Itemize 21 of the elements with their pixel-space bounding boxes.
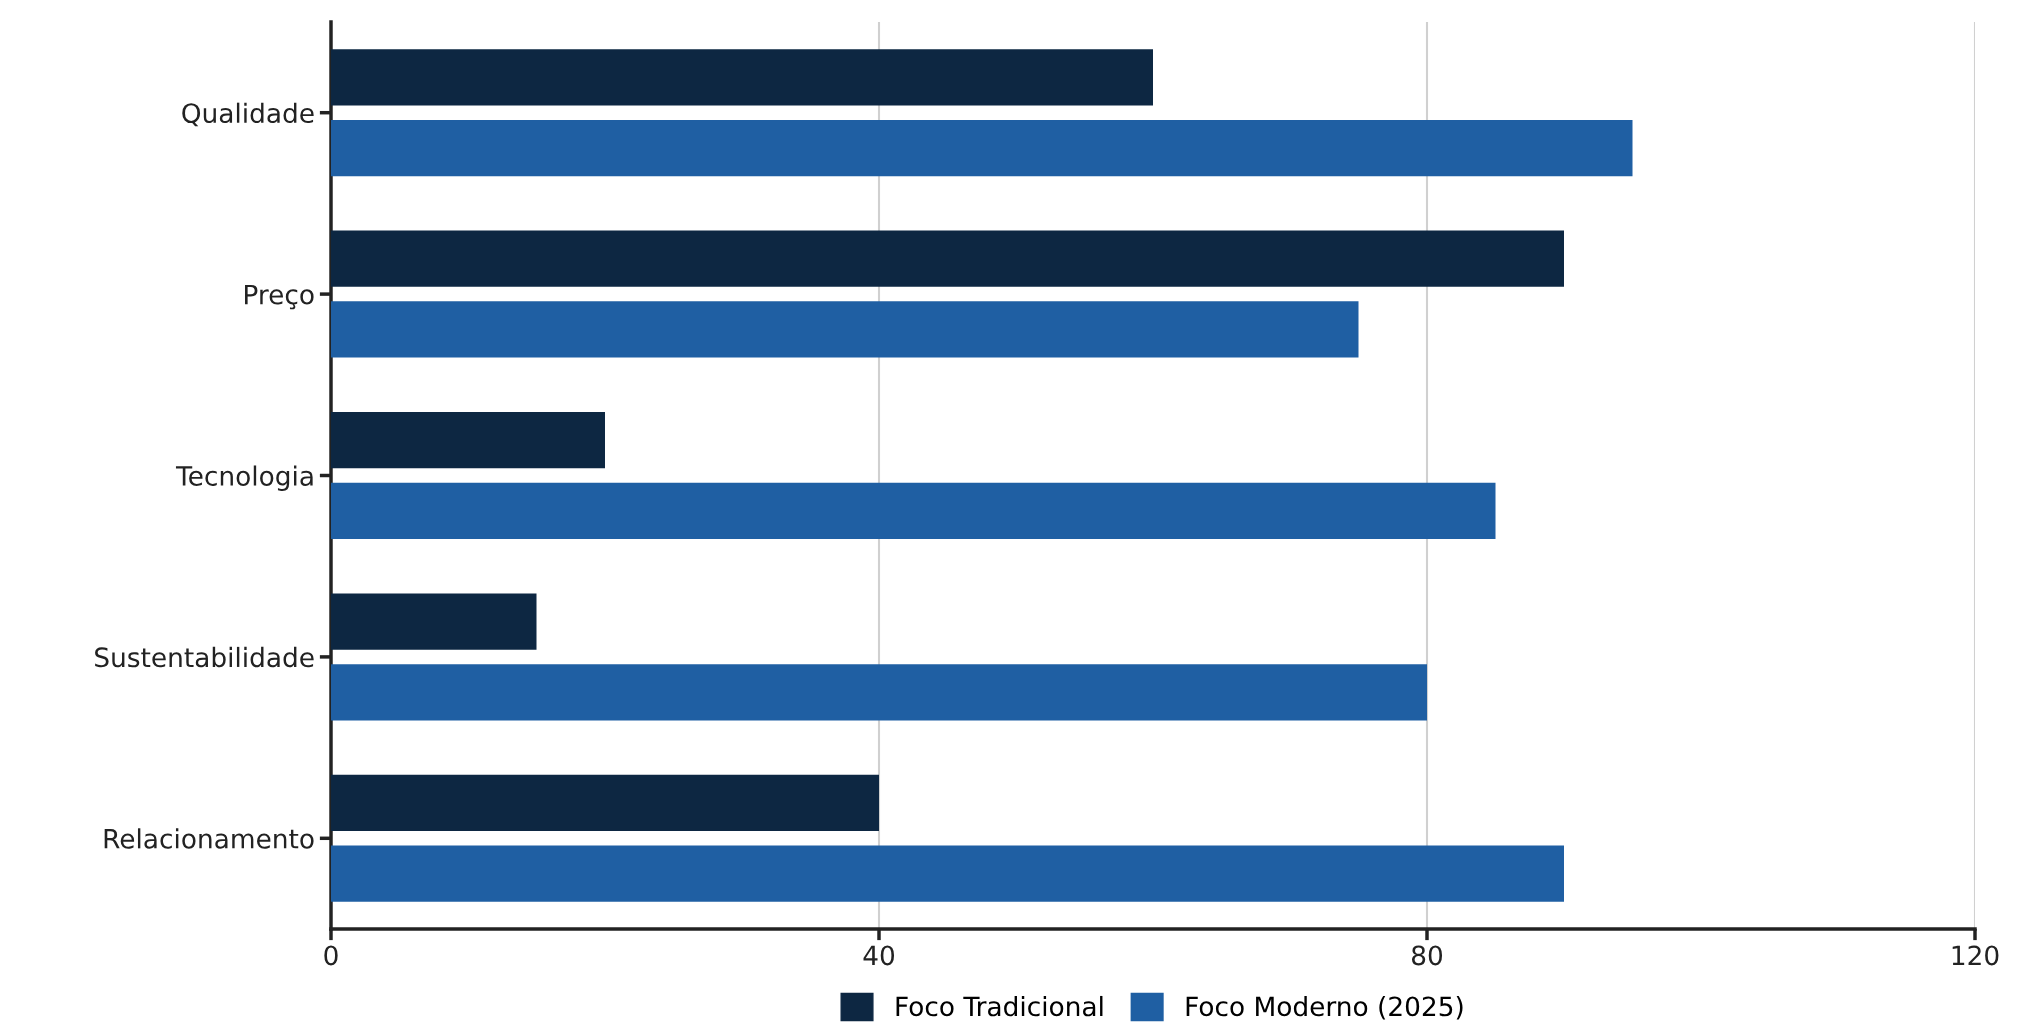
y-tick-label: Preço xyxy=(245,284,314,310)
bar xyxy=(331,774,879,832)
bar xyxy=(331,301,1359,358)
legend-label: Foco Moderno (2025) xyxy=(1186,995,1463,1020)
bar xyxy=(331,482,1496,539)
y-tick-label: Qualidade xyxy=(182,102,314,127)
bar xyxy=(331,412,605,469)
legend-label: Foco Tradicional xyxy=(896,995,1103,1017)
x-tick-label: 40 xyxy=(863,945,895,966)
x-tick-label: 80 xyxy=(1412,945,1443,966)
bar xyxy=(331,664,1427,721)
bar xyxy=(331,230,1564,287)
bar xyxy=(331,119,1633,177)
y-tick-label: Relacionamento xyxy=(104,828,314,849)
x-tick-label: 120 xyxy=(1952,945,1999,966)
bar xyxy=(331,593,537,650)
bar xyxy=(331,845,1564,902)
y-tick-label: Sustentabilidade xyxy=(95,646,314,668)
y-tick-label: Tecnologia xyxy=(175,465,313,492)
bar xyxy=(331,49,1153,106)
x-tick-label: 0 xyxy=(324,945,338,966)
